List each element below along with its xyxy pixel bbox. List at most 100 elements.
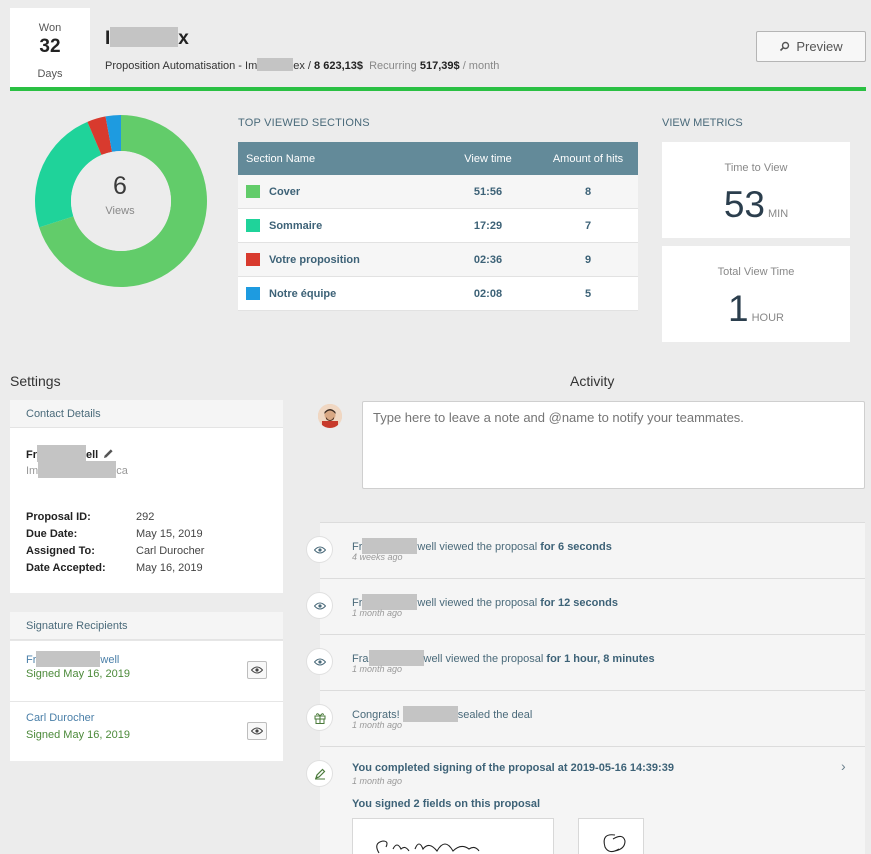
eye-icon bbox=[251, 727, 263, 735]
signature-recipients-header: Signature Recipients bbox=[10, 612, 283, 640]
total-view-time-card: Total View Time 1 HOUR bbox=[662, 246, 850, 342]
won-days-box: Won 32 Days bbox=[10, 8, 90, 88]
activity-event: Fra well viewed the proposal for 1 hour, … bbox=[306, 635, 865, 691]
table-header: Section Name View time Amount of hits bbox=[238, 142, 638, 175]
eye-icon bbox=[313, 602, 326, 609]
contact-name: Fr ell bbox=[26, 445, 114, 462]
event-icon bbox=[306, 592, 333, 619]
section-color-swatch bbox=[246, 253, 260, 266]
activity-event: Congrats! sealed the deal 1 month ago bbox=[306, 691, 865, 747]
table-row: Sommaire 17:29 7 bbox=[238, 209, 638, 243]
view-time-cell: 17:29 bbox=[473, 219, 503, 232]
field-label: Date Accepted: bbox=[26, 562, 106, 574]
contact-details-card: Contact Details bbox=[10, 400, 283, 593]
activity-title: Activity bbox=[570, 373, 615, 389]
recipient-status: Signed May 16, 2019 bbox=[26, 668, 130, 680]
redacted-block bbox=[110, 27, 179, 47]
settings-title: Settings bbox=[10, 373, 61, 389]
contact-field: Due Date: May 15, 2019 bbox=[26, 528, 203, 540]
status-label: Won bbox=[38, 22, 62, 34]
total-view-time-label: Total View Time bbox=[717, 266, 795, 278]
time-to-view-label: Time to View bbox=[724, 162, 788, 174]
redacted-block bbox=[257, 58, 294, 71]
field-value: May 15, 2019 bbox=[136, 528, 203, 540]
event-icon bbox=[306, 648, 333, 675]
section-color-swatch bbox=[246, 287, 260, 300]
field-value: 292 bbox=[136, 511, 155, 523]
view-signature-button[interactable] bbox=[247, 661, 267, 679]
signing-event: You completed signing of the proposal at… bbox=[306, 747, 865, 854]
recipient-name[interactable]: Fr well bbox=[26, 651, 119, 667]
edit-pencil-icon[interactable] bbox=[103, 448, 114, 459]
hits-cell: 5 bbox=[584, 287, 592, 300]
chevron-right-icon[interactable]: › bbox=[841, 758, 846, 774]
event-time: 1 month ago bbox=[352, 664, 403, 674]
view-time-cell: 02:08 bbox=[473, 287, 503, 300]
field-value: Carl Durocher bbox=[136, 545, 205, 557]
contact-field: Assigned To: Carl Durocher bbox=[26, 545, 204, 557]
section-name-cell: Cover bbox=[238, 185, 438, 198]
event-time: 4 weeks ago bbox=[352, 552, 403, 562]
signature-recipient: Carl Durocher Signed May 16, 2019 bbox=[10, 701, 283, 761]
recurring-label: Recurring bbox=[369, 60, 417, 72]
activity-event: Fr well viewed the proposal for 6 seconds… bbox=[306, 523, 865, 579]
hits-cell: 8 bbox=[584, 185, 592, 198]
hits-cell: 9 bbox=[584, 253, 592, 266]
preview-button[interactable]: Preview bbox=[756, 31, 866, 62]
event-icon bbox=[306, 536, 333, 563]
total-view-time-value: 1 HOUR bbox=[728, 288, 784, 329]
signature-image bbox=[352, 818, 554, 854]
section-color-swatch bbox=[246, 219, 260, 232]
top-viewed-sections-title: TOP VIEWED SECTIONS bbox=[238, 117, 370, 129]
signing-event-text: You completed signing of the proposal at… bbox=[352, 762, 674, 774]
event-text: Fr well viewed the proposal for 12 second… bbox=[352, 594, 618, 610]
initials-image bbox=[578, 818, 644, 854]
donut-slice bbox=[39, 115, 208, 287]
proposal-subline: Proposition Automatisation - Im ex / 8 62… bbox=[105, 58, 500, 72]
view-signature-button[interactable] bbox=[247, 722, 267, 740]
contact-field: Proposal ID: 292 bbox=[26, 511, 154, 523]
event-icon bbox=[306, 704, 333, 731]
table-row: Notre équipe 02:08 5 bbox=[238, 277, 638, 311]
recurring-period: / month bbox=[462, 60, 500, 72]
contact-details-header: Contact Details bbox=[10, 400, 283, 428]
field-value: May 16, 2019 bbox=[136, 562, 203, 574]
sections-table: Section Name View time Amount of hits Co… bbox=[238, 142, 638, 311]
eye-icon bbox=[313, 658, 326, 665]
column-header: View time bbox=[464, 152, 512, 165]
view-time-cell: 02:36 bbox=[473, 253, 503, 266]
recipient-name[interactable]: Carl Durocher bbox=[26, 712, 95, 724]
donut-slice bbox=[35, 121, 102, 228]
eye-icon bbox=[251, 666, 263, 674]
hits-cell: 7 bbox=[584, 219, 592, 232]
field-label: Due Date: bbox=[26, 528, 78, 540]
recurring-amount: 517,39$ bbox=[419, 60, 460, 72]
table-row: Votre proposition 02:36 9 bbox=[238, 243, 638, 277]
column-header: Amount of hits bbox=[552, 152, 624, 165]
time-to-view-value: 53 MIN bbox=[723, 184, 789, 225]
activity-note-input[interactable] bbox=[362, 401, 865, 489]
proposal-title: Proposition Automatisation - Im bbox=[105, 60, 258, 72]
status-bar bbox=[10, 87, 866, 91]
donut-slice bbox=[87, 116, 113, 155]
views-count: 6 bbox=[113, 172, 127, 200]
eye-icon bbox=[313, 546, 326, 553]
donut-slice bbox=[105, 115, 121, 152]
section-name-cell: Sommaire bbox=[238, 219, 438, 232]
section-color-swatch bbox=[246, 185, 260, 198]
avatar bbox=[318, 404, 342, 428]
views-label: Views bbox=[105, 205, 135, 217]
event-text: Fra well viewed the proposal for 1 hour, … bbox=[352, 650, 655, 666]
column-header: Section Name bbox=[246, 152, 316, 165]
views-donut-chart bbox=[35, 115, 208, 287]
event-time: 1 month ago bbox=[352, 608, 403, 618]
search-icon bbox=[780, 41, 790, 52]
contact-field: Date Accepted: May 16, 2019 bbox=[26, 562, 203, 574]
signature-recipient: Fr well Signed May 16, 2019 bbox=[10, 640, 283, 700]
event-time: 1 month ago bbox=[352, 720, 403, 730]
signed-fields-text: You signed 2 fields on this proposal bbox=[352, 798, 541, 810]
section-name-cell: Votre proposition bbox=[238, 253, 438, 266]
field-label: Proposal ID: bbox=[26, 511, 91, 523]
proposal-amount: 8 623,13$ bbox=[314, 60, 363, 72]
